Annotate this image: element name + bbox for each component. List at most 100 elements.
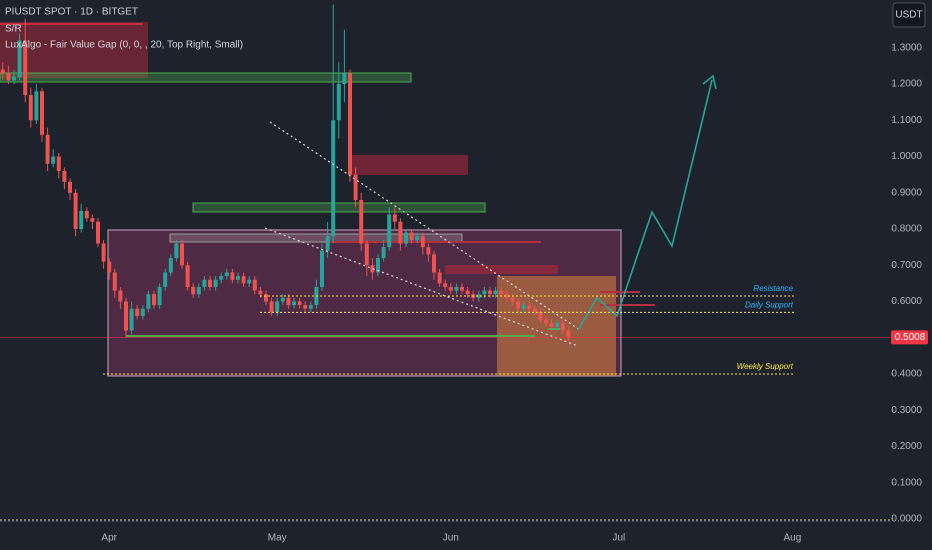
candles — [0, 4, 571, 342]
candle-body — [527, 305, 532, 309]
price-axis: 0.00000.10000.20000.30000.40000.50000.60… — [0, 42, 928, 544]
candle-body — [420, 236, 425, 248]
candle-body — [432, 254, 436, 273]
candle-body — [219, 276, 224, 280]
candle-body — [68, 181, 72, 193]
y-tick-label: 0.1000 — [891, 477, 922, 488]
candle-body — [129, 308, 134, 331]
candle-body — [23, 40, 28, 95]
candle-body — [426, 247, 431, 255]
candle-body — [208, 279, 212, 287]
currency-button[interactable] — [892, 2, 926, 28]
candle-body — [275, 301, 280, 313]
candle-body — [196, 286, 201, 295]
candle-body — [252, 279, 257, 291]
x-tick-label: Aug — [784, 533, 802, 544]
symbol-title: PIUSDT SPOT · 1D · BITGET — [5, 7, 138, 18]
y-tick-label: 0.3000 — [891, 405, 922, 416]
candle-body — [364, 243, 369, 266]
candle-body — [532, 308, 537, 313]
candle-body — [73, 192, 78, 230]
candle-body — [157, 286, 162, 306]
candle-body — [247, 279, 252, 284]
fvg-box — [350, 155, 468, 175]
projection-arrowhead — [702, 74, 717, 90]
candle-body — [34, 91, 39, 121]
candle-body — [460, 286, 464, 291]
candle-body — [297, 301, 302, 306]
candle-body — [230, 272, 235, 280]
candle-body — [510, 297, 515, 302]
indicator-name: S/R — [5, 24, 22, 35]
candle-body — [79, 210, 84, 230]
currency-label[interactable]: USDT — [895, 10, 922, 21]
candle-body — [308, 305, 313, 309]
candle-body — [28, 94, 33, 121]
trendline — [264, 227, 579, 347]
candle-body — [409, 232, 414, 240]
level-label: Daily Support — [745, 300, 794, 309]
candle-body — [555, 323, 560, 327]
candle-body — [566, 330, 571, 338]
candle-body — [454, 286, 459, 291]
candle-body — [370, 265, 375, 273]
candle-body — [544, 319, 548, 324]
y-tick-label: 1.2000 — [891, 79, 922, 90]
candle-body — [359, 200, 364, 244]
candle-body — [241, 276, 246, 284]
candle-body — [404, 232, 408, 244]
candle-body — [521, 305, 526, 309]
candle-body — [560, 323, 565, 331]
candle-body — [168, 257, 173, 273]
y-tick-label: 0.8000 — [891, 224, 922, 235]
candle-body — [303, 305, 308, 309]
candle-body — [348, 73, 352, 175]
trendline — [269, 121, 581, 331]
y-tick-label: 1.1000 — [891, 115, 922, 126]
candle-body — [493, 290, 498, 295]
candle-body — [6, 73, 11, 81]
last-price-tag — [891, 330, 928, 345]
sr-zone — [192, 202, 486, 213]
candle-body — [56, 156, 61, 172]
x-tick-label: Jun — [443, 533, 459, 544]
candle-body — [286, 297, 291, 306]
candle-body — [84, 210, 89, 219]
y-tick-label: 0.9000 — [891, 187, 922, 198]
candle-body — [437, 272, 442, 284]
candle-body — [62, 171, 67, 182]
sr-zone — [169, 233, 463, 243]
candle-body — [336, 84, 341, 121]
y-tick-label: 1.0000 — [891, 151, 922, 162]
candle-body — [96, 221, 100, 244]
candle-body — [381, 247, 386, 258]
candle-body — [174, 243, 179, 258]
candle-body — [331, 120, 336, 237]
candle-body — [342, 73, 347, 85]
candle-body — [443, 283, 448, 287]
candle-body — [325, 236, 330, 251]
indicator-name: LuxAlgo - Fair Value Gap (0, 0, , 20, To… — [5, 40, 243, 51]
candle-body — [135, 308, 140, 316]
candle-body — [213, 279, 218, 287]
candle-body — [376, 257, 380, 273]
candle-body — [17, 40, 22, 77]
candle-body — [465, 290, 470, 295]
candle-body — [516, 301, 520, 309]
y-tick-label: 0.4000 — [891, 369, 922, 380]
candle-body — [40, 91, 44, 135]
candle-body — [107, 261, 112, 273]
candle-body — [224, 272, 229, 277]
drawings — [0, 22, 890, 522]
candle-body — [124, 301, 128, 331]
candle-body — [353, 174, 358, 201]
candle-body — [280, 297, 285, 302]
y-tick-label: 1.3000 — [891, 42, 922, 53]
candle-body — [152, 294, 156, 306]
candle-body — [392, 214, 397, 222]
sr-zone — [0, 72, 412, 83]
candle-body — [163, 272, 168, 287]
x-tick-label: May — [268, 533, 287, 544]
